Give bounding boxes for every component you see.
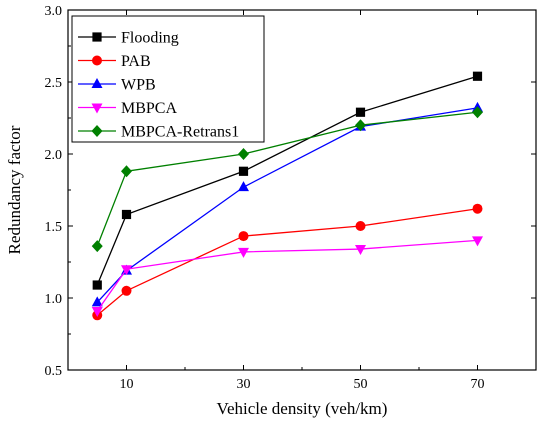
x-tick-label: 10 — [120, 377, 134, 392]
data-point — [238, 166, 249, 176]
data-point — [238, 231, 249, 242]
series-layer — [91, 71, 483, 321]
x-tick-label: 70 — [471, 377, 485, 392]
legend: Flooding PAB WPB MBPCA MBPCA-Retrans1 — [71, 15, 265, 143]
legend-label: WPB — [121, 77, 156, 94]
legend-label: MBPCA — [121, 100, 177, 117]
data-point — [92, 280, 102, 290]
x-axis-title: Vehicle density (veh/km) — [217, 399, 388, 418]
series-flooding — [92, 71, 483, 290]
data-point — [238, 148, 249, 160]
data-point — [355, 107, 366, 117]
legend-item: MBPCA-Retrans1 — [78, 124, 239, 141]
y-tick-label: 2.0 — [45, 148, 63, 163]
y-tick-label: 1.5 — [45, 220, 63, 235]
legend-marker — [91, 103, 103, 114]
y-tick-label: 2.5 — [45, 76, 63, 91]
data-point — [472, 106, 483, 119]
legend-marker — [92, 55, 102, 66]
data-point — [121, 285, 132, 296]
data-point — [355, 245, 366, 256]
y-tick-label: 3.0 — [45, 4, 63, 19]
data-point — [355, 119, 366, 132]
series-mbpca — [91, 236, 483, 317]
data-point — [91, 240, 103, 253]
legend-item: Flooding — [78, 30, 179, 47]
data-point — [472, 203, 483, 214]
legend-label: PAB — [121, 53, 151, 70]
y-tick-label: 0.5 — [45, 364, 63, 379]
legend-label: MBPCA-Retrans1 — [121, 124, 239, 141]
data-point — [238, 247, 249, 258]
series-pab — [92, 203, 483, 321]
data-point — [121, 165, 132, 178]
data-point — [238, 181, 249, 192]
legend-marker — [91, 78, 103, 88]
data-point — [91, 296, 103, 307]
legend-item: PAB — [78, 53, 151, 70]
data-point — [355, 221, 366, 231]
data-point — [121, 209, 132, 220]
legend-marker — [91, 125, 103, 137]
legend-item: WPB — [78, 77, 156, 94]
data-point — [91, 306, 103, 317]
y-tick-label: 1.0 — [45, 292, 63, 307]
x-tick-label: 30 — [237, 377, 251, 392]
series-mbpca-retrans1 — [91, 106, 483, 253]
y-axis-title: Redundancy factor — [5, 125, 24, 254]
x-tick-label: 50 — [354, 377, 368, 392]
data-point — [121, 265, 132, 276]
legend-item: MBPCA — [78, 100, 177, 117]
data-point — [472, 236, 483, 247]
legend-marker — [92, 32, 102, 42]
data-point — [472, 71, 483, 81]
legend-label: Flooding — [121, 30, 179, 47]
axes: 10 30 50 70 0.5 1.0 1.5 2.0 2.5 3.0 — [45, 4, 536, 392]
